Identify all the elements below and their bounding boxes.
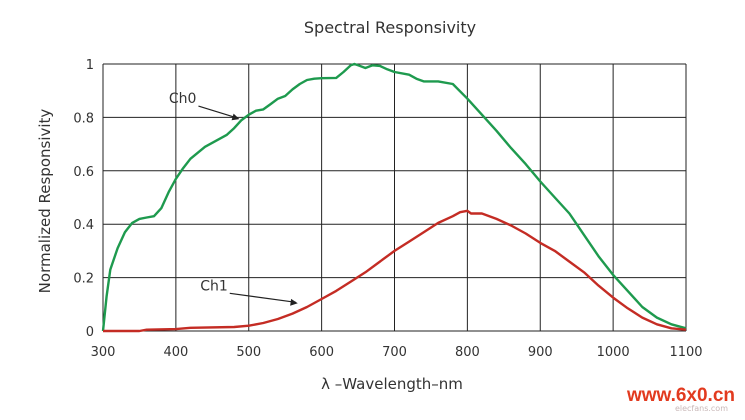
x-tick-label: 800 (455, 345, 480, 360)
y-tick-label: 1 (86, 58, 94, 73)
x-tick-label: 700 (382, 345, 407, 360)
series-lines (101, 62, 687, 333)
x-tick-label: 900 (528, 345, 553, 360)
watermark-text: www.6x0.cn (626, 385, 735, 406)
series-line-ch1 (103, 209, 687, 333)
watermark-subtext: elecfans.com (675, 404, 728, 413)
x-tick-label: 300 (91, 345, 116, 360)
y-axis-title: Normalized Responsivity (36, 109, 54, 294)
y-tick-label: 0.2 (73, 272, 94, 287)
y-tick-label: 0.6 (73, 165, 94, 180)
watermark-logo: www.6x0.cn elecfans.com (626, 385, 735, 413)
annotation-arrow-ch0 (198, 105, 238, 119)
annotation-arrow-ch1 (229, 292, 296, 303)
annotation-label-ch1: Ch1 (200, 278, 228, 294)
x-tick-label: 1100 (669, 345, 702, 360)
annotations: Ch0 Ch1 (169, 91, 298, 306)
grid (102, 63, 687, 332)
x-axis-title: λ –Wavelength–nm (321, 375, 463, 393)
annotation-arrowhead-ch1 (290, 298, 298, 306)
x-tick-label: 1000 (597, 345, 630, 360)
y-tick-label: 0 (86, 325, 94, 340)
x-tick-label: 500 (236, 345, 261, 360)
x-tick-label: 400 (163, 345, 188, 360)
tick-labels: 300 400 500 600 700 800 900 1000 1100 0 0.2 0.4 0.6 0… (73, 58, 702, 360)
y-tick-label: 0.8 (73, 111, 94, 126)
annotation-arrowhead-ch0 (231, 113, 240, 121)
x-tick-label: 600 (309, 345, 334, 360)
annotation-label-ch0: Ch0 (169, 91, 197, 107)
chart-title: Spectral Responsivity (304, 18, 476, 37)
y-tick-label: 0.4 (73, 218, 94, 233)
series-line-ch0 (101, 62, 687, 332)
